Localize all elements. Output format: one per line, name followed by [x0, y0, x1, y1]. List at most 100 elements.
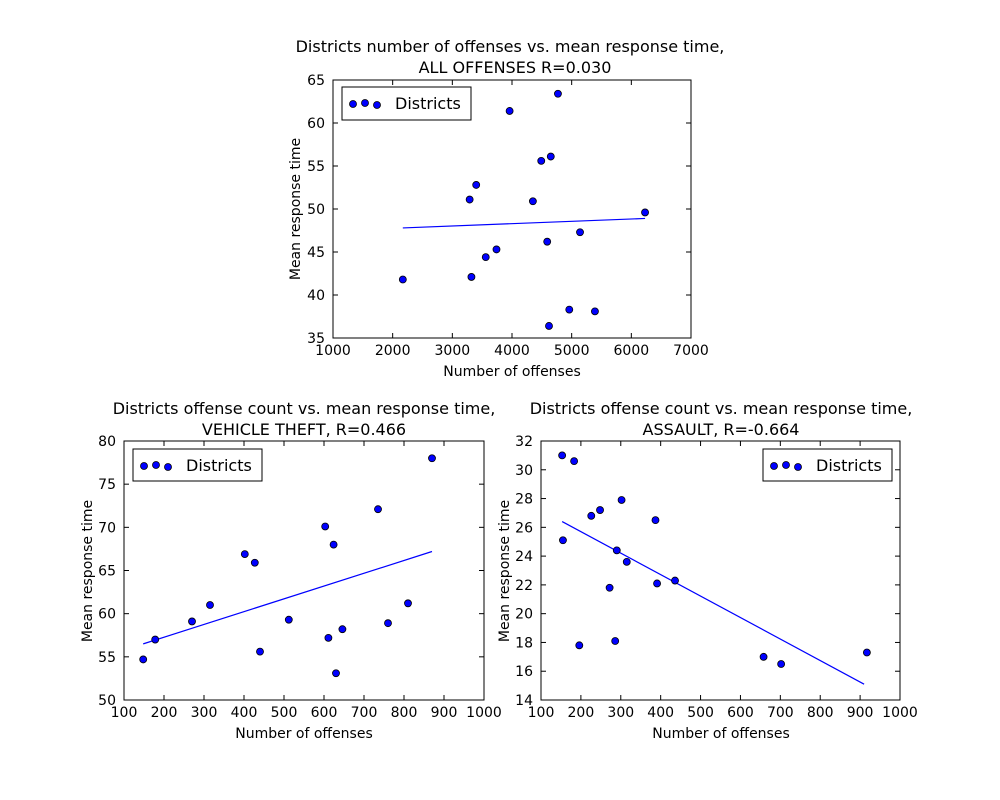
data-point: [324, 633, 333, 642]
axes-frame: [540, 440, 901, 701]
fit-line: [561, 521, 865, 685]
legend: Districts: [762, 448, 893, 482]
legend-marker: [164, 463, 172, 471]
legend-marker: [152, 461, 160, 469]
data-point: [374, 505, 382, 514]
chart-title-line2: VEHICLE THEFT, R=0.466: [202, 420, 406, 439]
y-tick-label: 65: [307, 73, 325, 89]
data-point: [151, 635, 160, 644]
y-tick-label: 55: [307, 159, 325, 175]
y-tick-label: 28: [515, 492, 533, 508]
data-point: [284, 615, 293, 624]
x-tick-label: 800: [391, 705, 418, 721]
y-tick-label: 70: [98, 520, 116, 536]
x-tick-label: 100: [111, 705, 138, 721]
data-point: [641, 208, 649, 217]
x-tick-label: 500: [687, 705, 714, 721]
legend: Districts: [132, 448, 263, 482]
legend-label: Districts: [395, 94, 461, 113]
data-point: [206, 601, 214, 609]
x-tick-label: 100: [528, 705, 555, 721]
x-tick-label: 400: [231, 705, 258, 721]
data-point: [591, 307, 599, 316]
y-axis-label: Mean response time: [497, 500, 513, 642]
x-tick-label: 7000: [673, 343, 709, 359]
data-point: [777, 660, 786, 668]
legend-marker: [782, 461, 790, 469]
y-tick-label: 45: [307, 245, 325, 261]
x-tick-label: 500: [271, 705, 298, 721]
data-point: [467, 273, 476, 281]
y-tick-label: 14: [515, 693, 533, 709]
data-point: [605, 583, 614, 592]
x-tick-label: 4000: [494, 343, 530, 359]
subplot-vehicle-theft: Districts offense count vs. mean respons…: [80, 399, 502, 742]
data-point: [565, 305, 574, 314]
y-tick-label: 65: [98, 564, 116, 580]
fit-line: [402, 217, 646, 229]
legend-marker: [349, 100, 357, 108]
x-tick-label: 3000: [435, 343, 471, 359]
data-point: [651, 516, 660, 525]
x-tick-label: 6000: [614, 343, 650, 359]
x-tick-label: 1000: [315, 343, 351, 359]
data-point: [481, 253, 490, 262]
chart-title-line1: Districts number of offenses vs. mean re…: [296, 37, 725, 56]
data-point: [505, 107, 514, 115]
data-point: [570, 457, 579, 466]
x-tick-label: 600: [311, 705, 338, 721]
y-tick-label: 50: [307, 202, 325, 218]
chart-title-line1: Districts offense count vs. mean respons…: [113, 399, 496, 418]
data-point: [617, 496, 626, 504]
data-point: [575, 641, 584, 650]
y-tick-label: 18: [515, 635, 533, 651]
chart-title-line1: Districts offense count vs. mean respons…: [530, 399, 913, 418]
y-tick-label: 50: [98, 693, 116, 709]
data-point: [428, 454, 436, 463]
chart-title-line2: ALL OFFENSES R=0.030: [419, 58, 612, 77]
y-tick-label: 80: [98, 434, 116, 450]
y-tick-label: 60: [307, 116, 325, 132]
data-point: [188, 617, 196, 626]
legend-marker: [140, 462, 148, 470]
data-point: [546, 152, 555, 161]
data-point: [338, 625, 347, 634]
x-tick-label: 200: [151, 705, 178, 721]
fit-line: [143, 550, 433, 645]
y-tick-label: 55: [98, 650, 116, 666]
subplot-assault: Districts offense count vs. mean respons…: [497, 399, 918, 742]
data-point: [398, 275, 407, 284]
y-tick-label: 16: [515, 664, 533, 680]
data-point: [671, 576, 679, 585]
data-point: [587, 511, 596, 520]
chart-title-line2: ASSAULT, R=-0.664: [643, 420, 800, 439]
x-tick-label: 1000: [882, 705, 918, 721]
data-point: [240, 550, 249, 558]
data-point: [558, 451, 567, 460]
data-point: [653, 579, 661, 588]
x-axis-label: Number of offenses: [235, 726, 373, 742]
legend-marker: [361, 99, 369, 107]
x-tick-label: 700: [767, 705, 794, 721]
y-tick-label: 26: [515, 520, 533, 536]
data-point: [256, 647, 264, 656]
data-point: [321, 522, 330, 531]
data-point: [329, 540, 338, 549]
y-tick-label: 32: [515, 434, 533, 450]
legend-label: Districts: [186, 456, 252, 475]
legend-label: Districts: [816, 456, 882, 475]
y-axis-label: Mean response time: [288, 138, 304, 280]
x-axis-label: Number of offenses: [443, 364, 581, 380]
x-tick-label: 300: [191, 705, 218, 721]
x-tick-label: 600: [727, 705, 754, 721]
data-point: [528, 197, 537, 206]
data-point: [332, 669, 340, 678]
y-tick-label: 60: [98, 607, 116, 623]
x-tick-label: 400: [647, 705, 674, 721]
x-tick-label: 800: [807, 705, 834, 721]
x-tick-label: 1000: [466, 705, 502, 721]
subplot-all-offenses: Districts number of offenses vs. mean re…: [288, 37, 724, 380]
x-tick-label: 900: [431, 705, 458, 721]
data-point: [465, 195, 474, 204]
